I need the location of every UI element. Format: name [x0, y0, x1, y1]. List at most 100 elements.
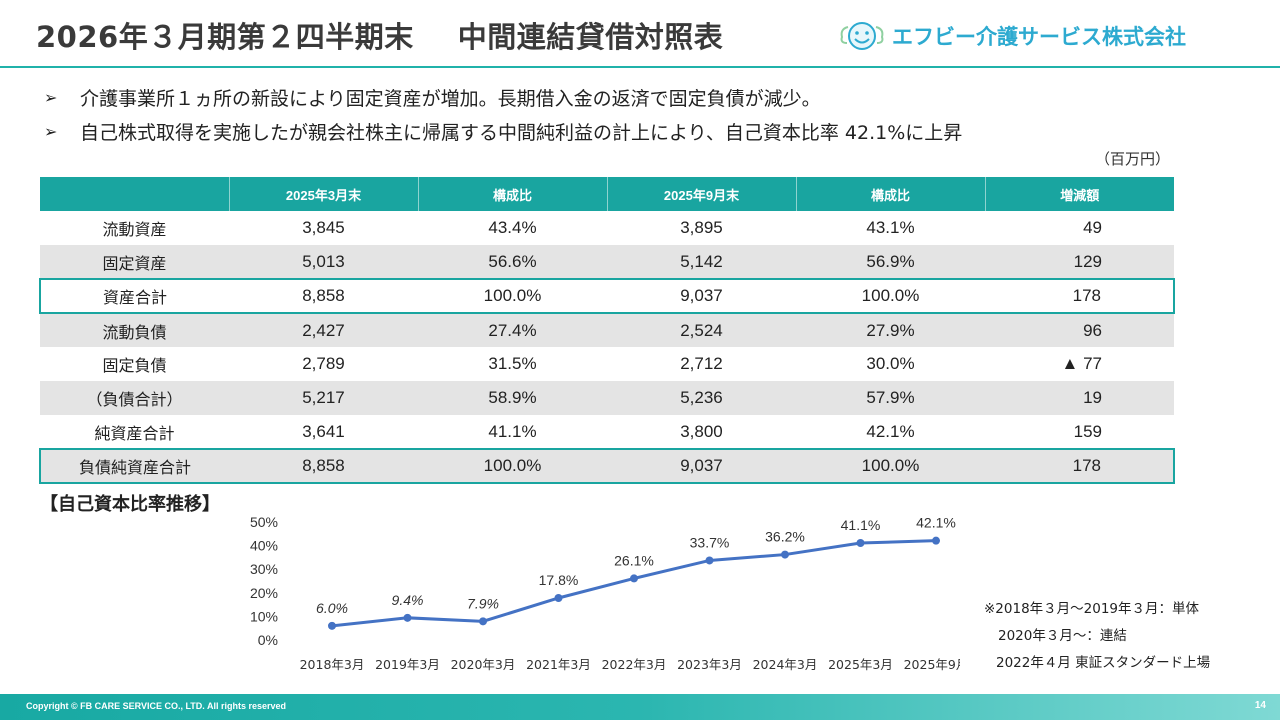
ratio-cell: 56.9%: [796, 245, 985, 279]
x-tick-label: 2022年3月: [602, 657, 667, 672]
y-tick-label: 0%: [258, 632, 278, 648]
value-cell: 2,524: [607, 313, 796, 347]
ratio-cell: 27.9%: [796, 313, 985, 347]
data-label: 6.0%: [316, 600, 348, 616]
value-cell: 5,236: [607, 381, 796, 415]
table-row-total-assets: 資産合計 8,858 100.0% 9,037 100.0% 178: [39, 278, 1175, 314]
company-logo: エフビー介護サービス株式会社: [838, 18, 1186, 54]
row-label: 固定負債: [102, 356, 167, 375]
ratio-cell: 100.0%: [796, 448, 985, 484]
ratio-cell: 41.1%: [488, 421, 537, 441]
x-tick-label: 2025年3月: [828, 657, 893, 672]
y-tick-label: 50%: [250, 514, 278, 530]
title-statement: 中間連結貸借対照表: [457, 20, 724, 54]
y-tick-label: 20%: [250, 585, 278, 601]
x-tick-label: 2019年3月: [375, 657, 440, 672]
row-label: 資産合計: [39, 278, 229, 314]
change-cell: 178: [985, 278, 1175, 314]
y-axis: 0% 10% 20% 30% 40% 50%: [250, 514, 278, 648]
table-row: 流動資産 3,845 43.4% 3,895 43.1% 49: [40, 211, 1174, 245]
row-label: 流動資産: [102, 220, 167, 239]
data-point: [328, 621, 336, 630]
change-cell: 49: [1083, 218, 1102, 237]
change-cell: 159: [1073, 421, 1102, 441]
ratio-cell: 100.0%: [796, 278, 985, 314]
row-label: 流動負債: [40, 313, 229, 347]
value-cell: 9,037: [607, 278, 796, 314]
bullet-text: 自己株式取得を実施したが親会社株主に帰属する中間純利益の計上により、自己資本比率…: [80, 121, 963, 144]
balance-sheet-table: 2025年3月末 構成比 2025年9月末 構成比 増減額 流動資産 3,845…: [39, 177, 1175, 484]
table-row: 固定負債 2,789 31.5% 2,712 30.0% ▲ 77: [40, 347, 1174, 381]
data-label: 9.4%: [392, 592, 424, 608]
data-point: [932, 536, 940, 545]
x-axis: 2018年3月 2019年3月 2020年3月 2021年3月 2022年3月 2023年…: [300, 657, 960, 672]
ratio-cell: 56.6%: [418, 245, 607, 279]
table-row: 純資産合計 3,641 41.1% 3,800 42.1% 159: [40, 415, 1174, 449]
ratio-cell: 100.0%: [418, 278, 607, 314]
table-header-row: 2025年3月末 構成比 2025年9月末 構成比 増減額: [40, 177, 1174, 211]
y-tick-label: 10%: [250, 608, 278, 624]
note-line: 2022年４月 東証スタンダード上場: [996, 655, 1211, 671]
value-cell: 5,217: [229, 381, 418, 415]
change-cell: 178: [985, 448, 1175, 484]
data-point: [403, 613, 412, 622]
header-divider: [0, 66, 1280, 68]
series-equity-ratio: 6.0% 9.4% 7.9% 17.8% 26.1% 33.7% 36.2% 41.1% 42.…: [316, 515, 956, 630]
ratio-cell: 43.4%: [488, 218, 537, 237]
value-cell: 3,641: [302, 421, 345, 441]
value-cell: 3,895: [680, 218, 723, 237]
change-cell: 129: [985, 245, 1174, 279]
footer-bar: Copyright © FB CARE SERVICE CO., LTD. Al…: [0, 694, 1280, 720]
data-point: [856, 539, 865, 548]
y-tick-label: 40%: [250, 538, 278, 554]
bullet-item: ➢ 介護事業所１ヵ所の新設により固定資産が増加。長期借入金の返済で固定負債が減少…: [44, 80, 962, 114]
row-label: 負債純資産合計: [39, 448, 229, 484]
chart-title: 【自己資本比率推移】: [40, 494, 220, 515]
row-label: （負債合計）: [40, 381, 229, 415]
copyright-text: Copyright © FB CARE SERVICE CO., LTD. Al…: [26, 701, 287, 711]
value-cell: 3,845: [302, 218, 345, 237]
header-cell: [40, 177, 230, 211]
title-period: 2026年３月期第２四半期末: [36, 20, 414, 54]
x-tick-label: 2025年9月: [904, 657, 960, 672]
ratio-cell: 57.9%: [796, 381, 985, 415]
data-label: 42.1%: [916, 515, 956, 531]
table-row: 固定資産 5,013 56.6% 5,142 56.9% 129: [40, 245, 1174, 279]
ratio-cell: 31.5%: [488, 354, 537, 373]
change-cell: 19: [985, 381, 1174, 415]
data-label: 7.9%: [467, 595, 499, 611]
value-cell: 2,712: [680, 354, 723, 373]
ratio-cell: 43.1%: [866, 218, 915, 237]
header-cell: 2025年9月末: [607, 177, 797, 211]
chart-notes: ※2018年３月～2019年３月：単体 2020年３月～：連結 2022年４月 …: [984, 596, 1210, 677]
row-label: 純資産合計: [94, 423, 175, 443]
bullet-text: 介護事業所１ヵ所の新設により固定資産が増加。長期借入金の返済で固定負債が減少。: [80, 87, 821, 110]
row-label: 固定資産: [40, 245, 229, 279]
data-label: 26.1%: [614, 552, 654, 568]
x-tick-label: 2020年3月: [451, 657, 516, 672]
unit-label: （百万円）: [1094, 150, 1170, 168]
page-title: 2026年３月期第２四半期末 中間連結貸借対照表: [36, 14, 723, 56]
value-cell: 8,858: [229, 278, 418, 314]
summary-bullets: ➢ 介護事業所１ヵ所の新設により固定資産が増加。長期借入金の返済で固定負債が減少…: [44, 80, 962, 148]
bullet-item: ➢ 自己株式取得を実施したが親会社株主に帰属する中間純利益の計上により、自己資本…: [44, 114, 962, 148]
ratio-cell: 30.0%: [866, 354, 915, 373]
value-cell: 2,789: [302, 354, 345, 373]
note-line: ※2018年３月～2019年３月：単体: [984, 601, 1200, 617]
value-cell: 8,858: [229, 448, 418, 484]
equity-ratio-line-chart: 0%10%20%30%40%50% 2018年3月 2019年3月 2020年3月 2…: [250, 514, 960, 672]
ratio-cell: 58.9%: [418, 381, 607, 415]
table-row: （負債合計） 5,217 58.9% 5,236 57.9% 19: [40, 381, 1174, 415]
data-point: [705, 556, 714, 565]
change-cell: ▲ 77: [1061, 354, 1102, 373]
arrow-bullet-icon: ➢: [44, 121, 58, 141]
value-cell: 5,142: [607, 245, 796, 279]
table-row: 流動負債 2,427 27.4% 2,524 27.9% 96: [40, 313, 1174, 347]
header-cell: 構成比: [418, 177, 608, 211]
data-label: 36.2%: [765, 529, 805, 545]
note-line: 2020年３月～：連結: [998, 628, 1127, 644]
ratio-cell: 42.1%: [866, 421, 915, 441]
data-point: [781, 550, 789, 559]
y-tick-label: 30%: [250, 561, 278, 577]
data-point: [630, 574, 638, 583]
